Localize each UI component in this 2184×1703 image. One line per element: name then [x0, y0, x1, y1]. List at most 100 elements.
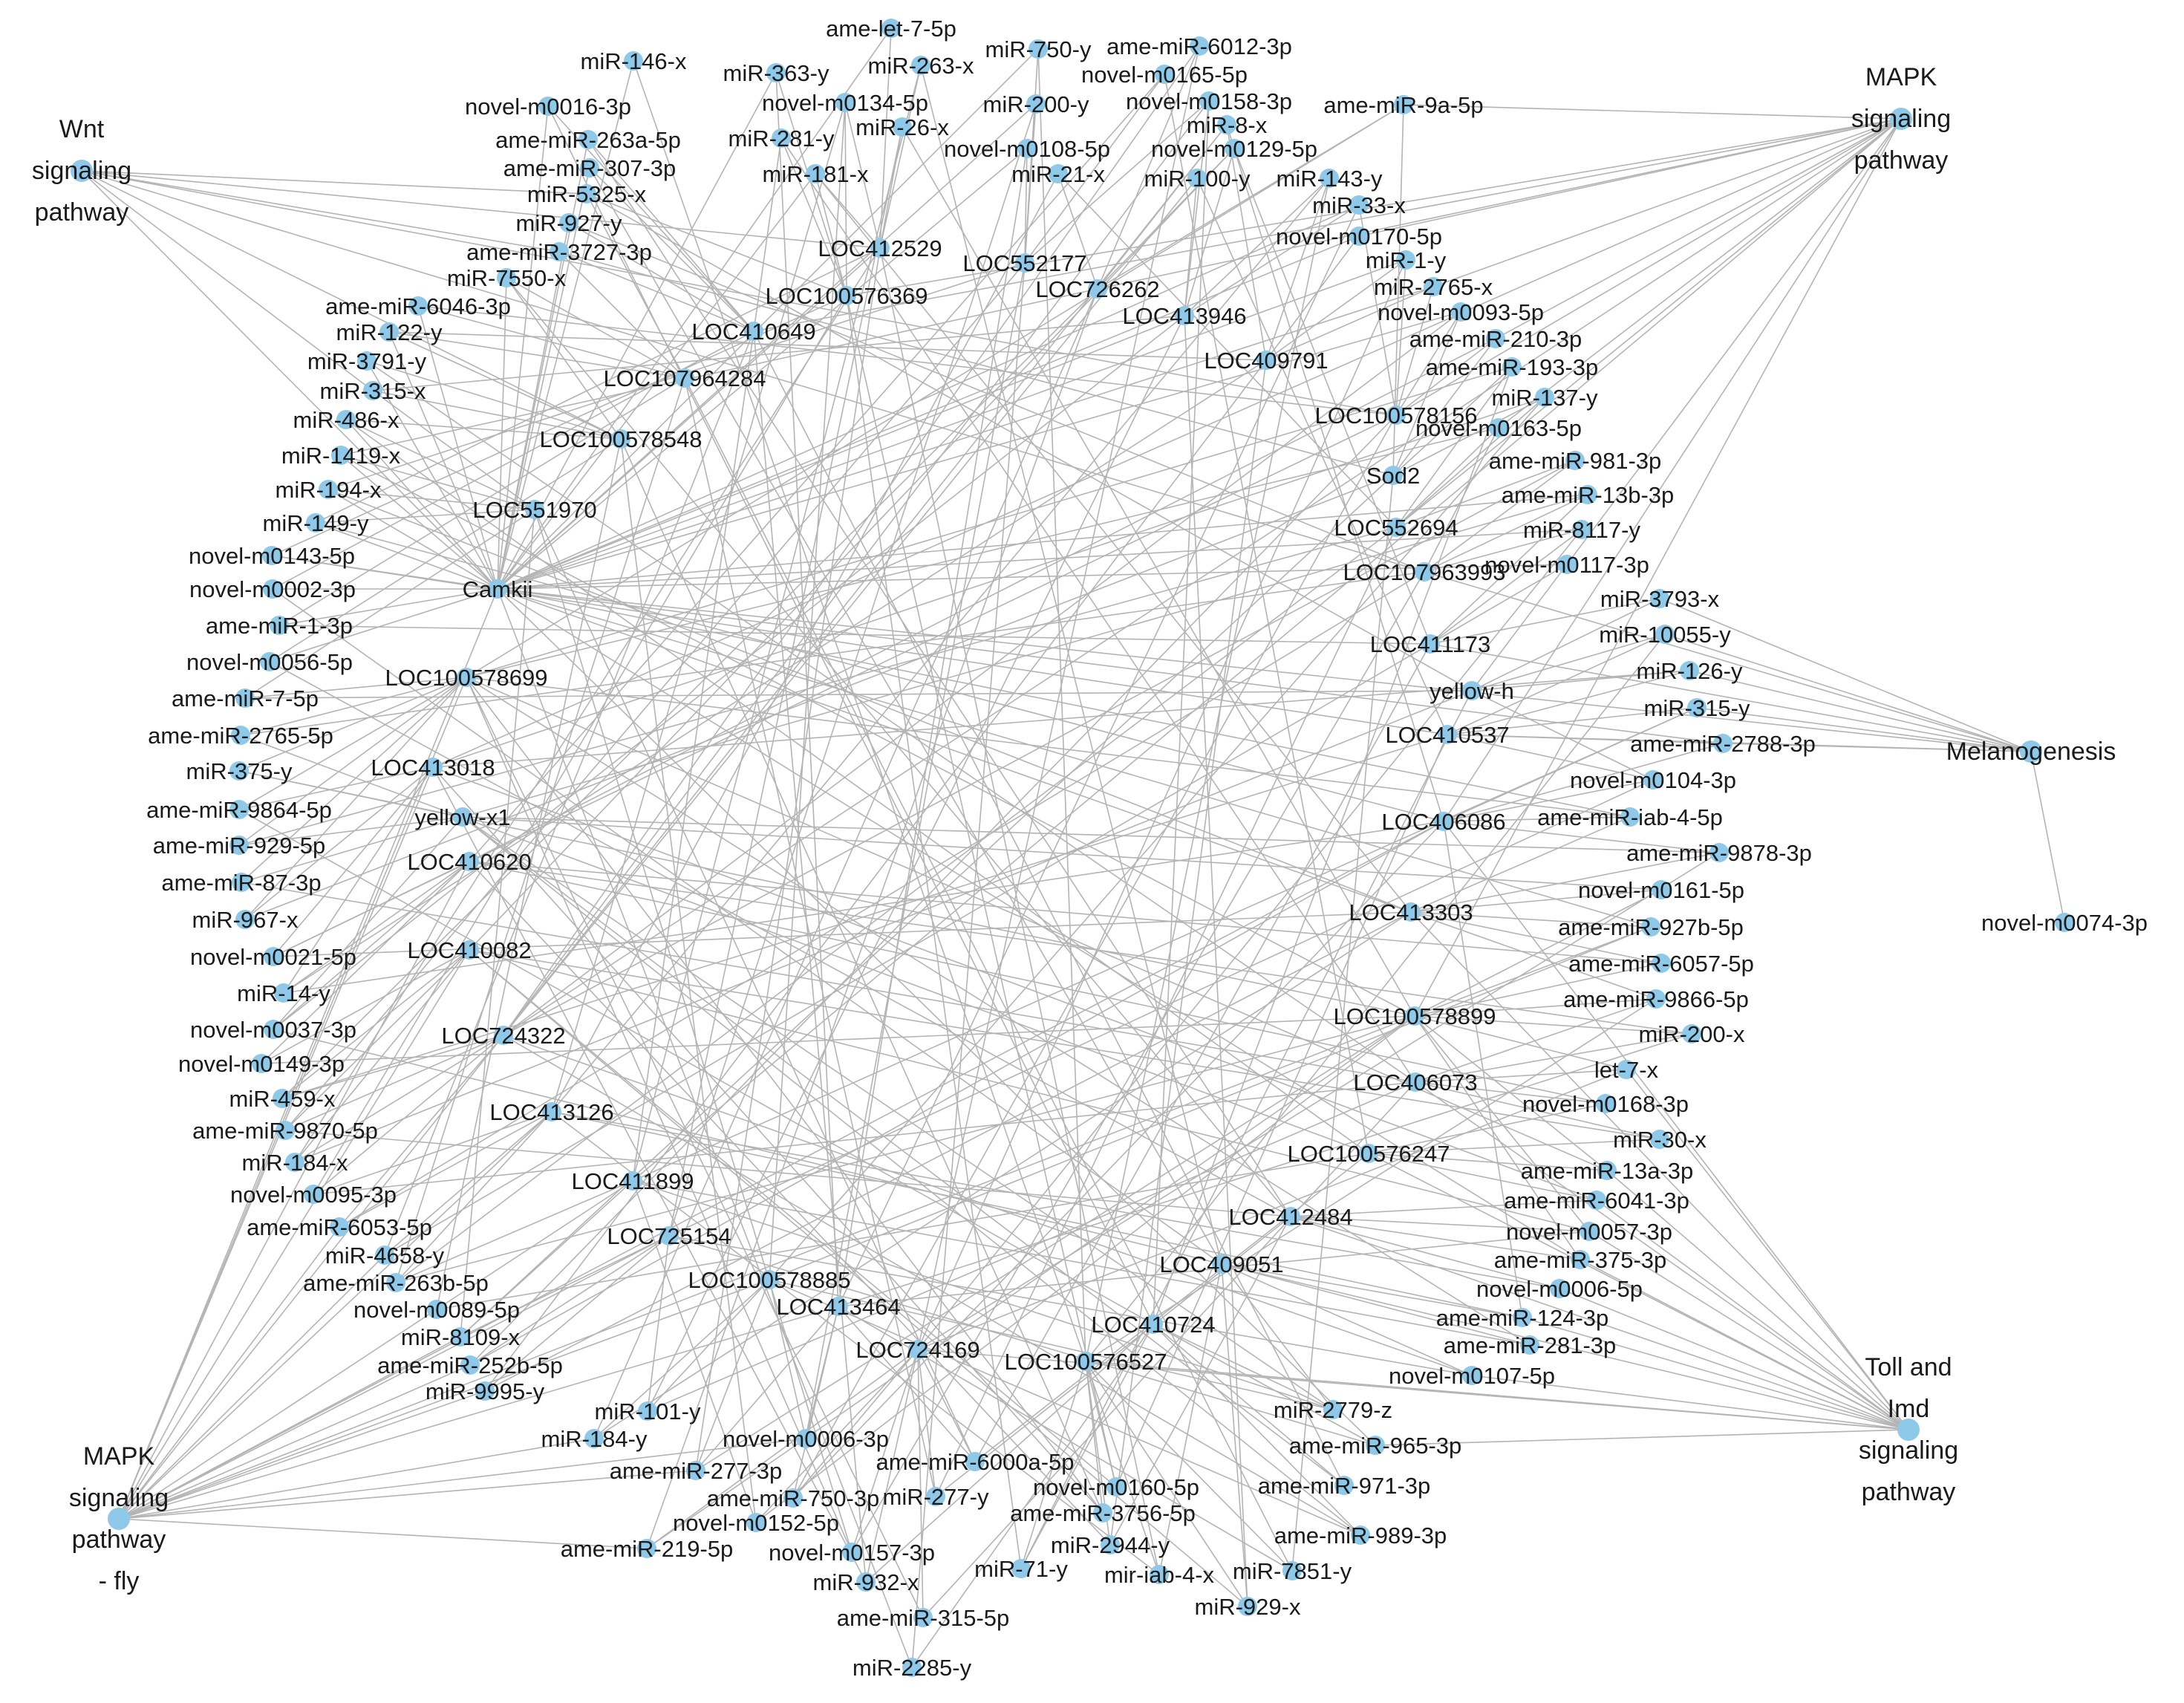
- edge-mapkfly-m93: [118, 1309, 437, 1520]
- edge-mapkfly-camkii: [118, 588, 498, 1520]
- edge-g100576369-m85: [313, 295, 847, 1195]
- edge-g726262-m12: [1097, 104, 1404, 290]
- edge-mapk-m27: [1358, 118, 1902, 237]
- node-m99: miR-9995-y: [426, 1378, 545, 1404]
- edge-g100576247-m93: [436, 1153, 1369, 1310]
- node-m7: novel-m0016-3p: [465, 94, 631, 120]
- node-dot: [319, 480, 338, 499]
- edge-sod2-m68: [244, 475, 1394, 920]
- node-m81: ame-miR-9870-5p: [192, 1118, 378, 1144]
- node-g100576369: LOC100576369: [766, 283, 928, 309]
- edge-toll-m98: [1471, 1375, 1909, 1430]
- node-dot: [1144, 1315, 1163, 1334]
- node-dot: [1617, 1060, 1636, 1079]
- node-m98: novel-m0107-5p: [1389, 1363, 1555, 1389]
- edge-g726262-m79: [281, 288, 1098, 1099]
- edge-g412484-m86: [1290, 1199, 1597, 1217]
- edge-sod2-m39: [1392, 397, 1545, 476]
- edge-g552694-m37: [1395, 366, 1513, 528]
- node-m37: ame-miR-193-3p: [1426, 354, 1599, 380]
- edge-g100578885-m102: [593, 1279, 770, 1439]
- edge-g413303-m63: [1410, 816, 1631, 913]
- node-dot: [1017, 139, 1037, 158]
- node-label: novel-m0074-3p: [1981, 910, 2148, 936]
- edge-g100578699-m56: [244, 677, 467, 699]
- node-dot: [229, 836, 249, 855]
- node-label: miR-194-x: [276, 477, 382, 503]
- edge-mapkfly-g725154: [118, 1235, 670, 1520]
- edge-g406086-m94: [1443, 821, 1523, 1318]
- node-label: LOC413126: [489, 1099, 613, 1125]
- node-label: ame-miR-9864-5p: [146, 797, 332, 823]
- node-dot: [273, 1089, 292, 1108]
- node-g412529: LOC412529: [818, 235, 942, 261]
- node-m102: miR-184-y: [541, 1426, 648, 1452]
- node-label: ame-miR-9878-3p: [1626, 840, 1812, 866]
- edge-g100578899-m60: [238, 770, 1415, 1017]
- node-label: ame-miR-193-3p: [1426, 354, 1599, 380]
- edge-g410649-m89: [384, 330, 754, 1256]
- edge-g413126-m85: [313, 1111, 552, 1195]
- edge-g100578899-m70: [1414, 926, 1652, 1017]
- node-m85: novel-m0095-3p: [230, 1182, 397, 1208]
- node-label: ame-miR-315-5p: [837, 1605, 1010, 1631]
- node-m89: miR-4658-y: [325, 1243, 445, 1269]
- node-g406086: LOC406086: [1381, 809, 1505, 835]
- node-label: MAPK signaling pathway - fly: [69, 1442, 169, 1595]
- edge-g411173-m51: [1430, 598, 1660, 645]
- node-g724169: LOC724169: [855, 1337, 979, 1363]
- node-label: miR-3793-x: [1600, 586, 1720, 612]
- edge-g406086-m61: [1443, 779, 1654, 822]
- edge-g412529-m46: [315, 247, 881, 524]
- node-m101: miR-2779-z: [1274, 1397, 1392, 1423]
- node-dot: [835, 93, 855, 112]
- node-label: LOC406086: [1381, 809, 1505, 835]
- node-dot: [746, 1513, 766, 1532]
- edge-camkii-m27: [497, 235, 1360, 590]
- node-label: novel-m0107-5p: [1389, 1363, 1555, 1389]
- node-label: ame-miR-989-3p: [1274, 1523, 1447, 1549]
- edge-g100578899-m114: [646, 1015, 1415, 1549]
- node-label: novel-m0134-5p: [762, 90, 928, 116]
- node-label: miR-4658-y: [325, 1243, 445, 1269]
- edge-g100578699-m64: [238, 677, 467, 846]
- edge-g100576527-m2: [633, 60, 1086, 1362]
- edge-g724322-m33: [503, 311, 1461, 1036]
- edge-g100578548-m112: [620, 438, 757, 1523]
- node-g409051: LOC409051: [1159, 1251, 1283, 1277]
- node-dot: [856, 1572, 876, 1592]
- edge-camkii-m63: [497, 588, 1631, 818]
- node-dot: [408, 296, 428, 316]
- edge-g413946-m121: [1184, 315, 1248, 1607]
- node-m40: miR-486-x: [293, 407, 400, 433]
- node-label: novel-m0093-5p: [1378, 299, 1544, 325]
- node-label: ame-miR-2788-3p: [1630, 731, 1816, 757]
- node-dot: [357, 351, 377, 371]
- edge-g410537-m61: [1447, 734, 1654, 781]
- node-label: ame-miR-13b-3p: [1502, 482, 1675, 508]
- edge-melano-m57: [1696, 707, 2032, 752]
- node-dot: [1150, 1565, 1169, 1584]
- edge-g412484-m90: [1290, 1216, 1581, 1260]
- node-sod2: Sod2: [1366, 463, 1420, 489]
- node-m34: miR-122-y: [336, 319, 443, 345]
- node-g411899: LOC411899: [572, 1168, 694, 1194]
- edge-g410649-m13: [587, 139, 754, 332]
- node-label: novel-m0056-5p: [186, 649, 353, 675]
- edge-mapkfly-m105: [118, 1470, 697, 1520]
- node-m22: miR-100-y: [1144, 166, 1251, 192]
- node-dot: [796, 1429, 815, 1448]
- edge-g413946-m38: [372, 315, 1185, 391]
- edge-g551970-m46: [315, 509, 535, 524]
- edge-camkii-m40: [345, 419, 498, 590]
- node-label: miR-137-y: [1492, 385, 1598, 411]
- edge-g410620-m76: [469, 861, 1692, 1035]
- node-m28: ame-miR-3727-3p: [466, 239, 652, 265]
- node-m60: miR-375-y: [186, 758, 293, 784]
- node-dot: [235, 688, 255, 708]
- node-dot: [285, 1153, 304, 1172]
- node-dot: [1713, 734, 1732, 753]
- edge-g100576369-m8: [844, 102, 847, 296]
- edge-g409051-m101: [1221, 1263, 1334, 1410]
- node-m19: ame-miR-307-3p: [503, 155, 677, 181]
